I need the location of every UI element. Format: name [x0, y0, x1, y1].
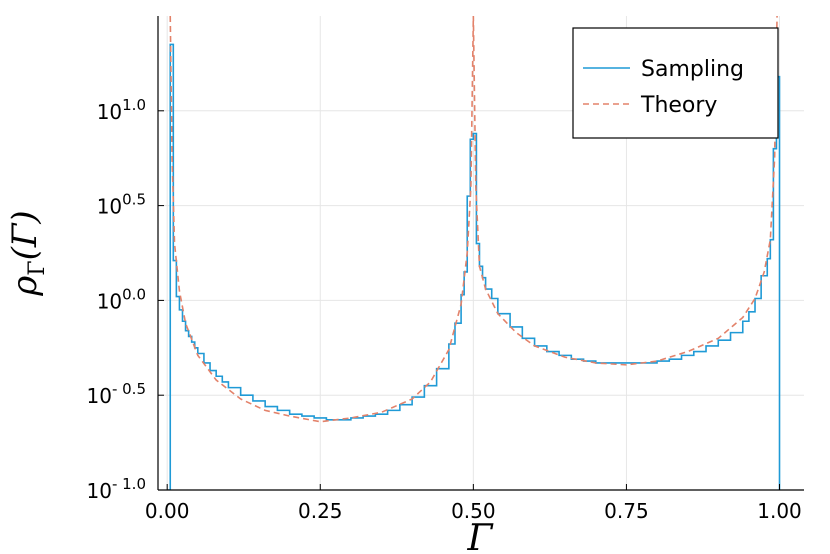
series-theory-line: [169, 16, 778, 423]
x-tick-label-1: 0.25: [298, 499, 343, 523]
x-ticks: 0.00 0.25 0.50 0.75 1.00: [145, 484, 802, 523]
y-axis-title-arg: (Γ): [5, 210, 45, 260]
legend: Sampling Theory: [572, 27, 779, 139]
y-ticks: 10- 1.0 10- 0.5 100.0 100.5 101.0: [87, 96, 164, 503]
x-tick-label-2: 0.50: [451, 499, 496, 523]
x-tick-label-0: 0.00: [145, 499, 190, 523]
y-tick-label-0: 10- 1.0: [87, 475, 147, 503]
series-layer: [167, 16, 781, 490]
y-tick-label-4: 101.0: [97, 96, 146, 124]
y-axis-title: ρΓ(Γ): [5, 210, 50, 296]
y-tick-label-3: 100.5: [97, 191, 146, 219]
x-axis-title: Γ: [467, 518, 495, 554]
legend-sampling-label: Sampling: [641, 57, 744, 82]
y-axis-title-main: ρ: [5, 276, 45, 297]
legend-box: [572, 27, 779, 139]
axes: [157, 16, 804, 491]
x-tick-label-4: 1.00: [757, 499, 802, 523]
y-tick-label-2: 100.0: [97, 285, 146, 313]
y-tick-label-1: 10- 0.5: [87, 380, 147, 408]
legend-theory-label: Theory: [640, 93, 717, 118]
x-tick-label-3: 0.75: [604, 499, 649, 523]
y-axis-title-sub: Γ: [25, 260, 50, 275]
